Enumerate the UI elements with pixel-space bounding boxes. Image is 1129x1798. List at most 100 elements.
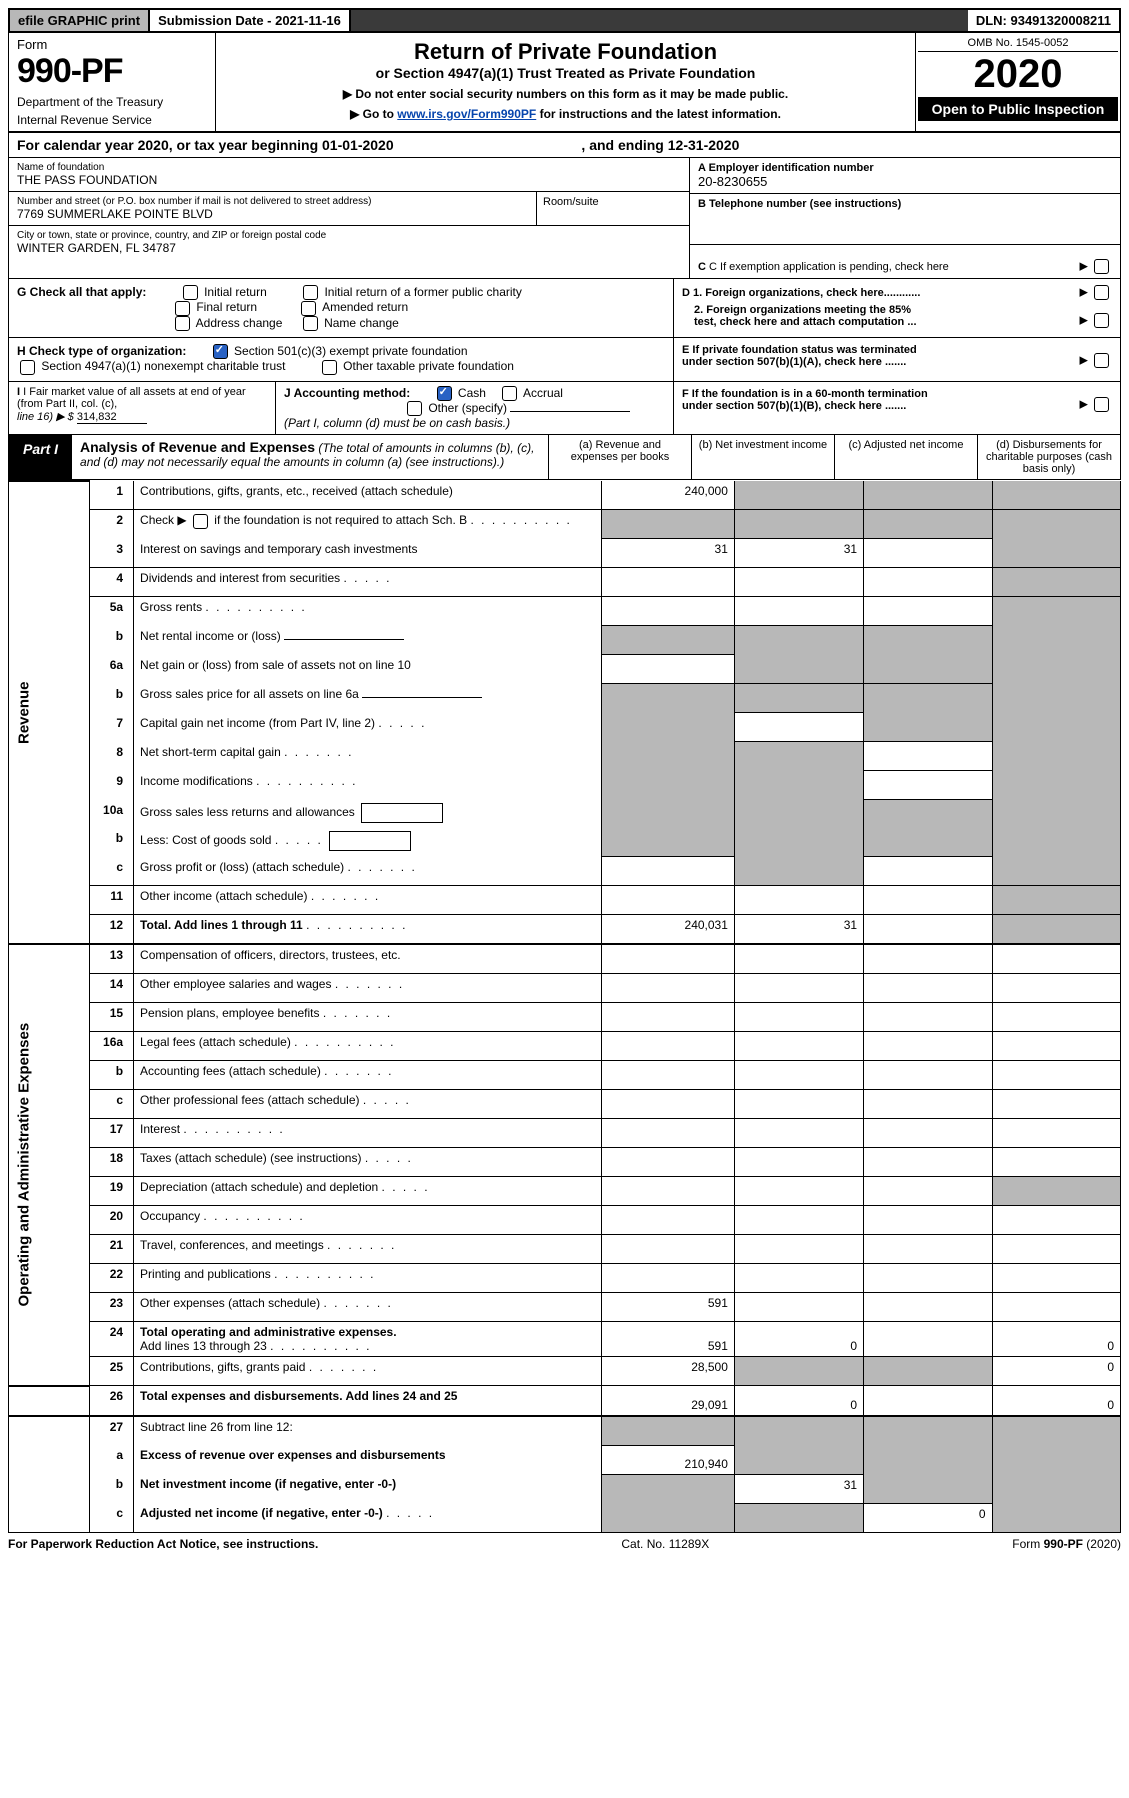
header-center: Return of Private Foundation or Section … — [216, 33, 915, 131]
header-right: OMB No. 1545-0052 2020 Open to Public In… — [915, 33, 1120, 131]
schb-checkbox[interactable] — [193, 514, 208, 529]
form-number: 990-PF — [17, 52, 207, 91]
h-label: H Check type of organization: — [17, 344, 186, 358]
line-8: Net short-term capital gain — [134, 742, 602, 771]
line-14: Other employee salaries and wages — [134, 974, 602, 1003]
col-a-header: (a) Revenue and expenses per books — [548, 435, 691, 479]
initial-return-former-checkbox[interactable] — [303, 285, 318, 300]
exemption-pending-row: C C If exemption application is pending,… — [690, 245, 1120, 278]
cash-checkbox[interactable] — [437, 386, 452, 401]
year-end: 12-31-2020 — [668, 137, 740, 153]
open-to-public: Open to Public Inspection — [918, 97, 1118, 121]
address-row: Number and street (or P.O. box number if… — [9, 192, 689, 226]
val-27c: 0 — [864, 1503, 992, 1532]
other-method-checkbox[interactable] — [407, 401, 422, 416]
room-suite: Room/suite — [536, 192, 689, 225]
c-checkbox[interactable] — [1094, 259, 1109, 274]
line-11: Other income (attach schedule) — [134, 886, 602, 915]
line-3: Interest on savings and temporary cash i… — [134, 539, 602, 568]
other-taxable-checkbox[interactable] — [322, 360, 337, 375]
year-begin: 01-01-2020 — [322, 137, 394, 153]
line-27c: Adjusted net income (if negative, enter … — [134, 1503, 602, 1532]
line-16a: Legal fees (attach schedule) — [134, 1032, 602, 1061]
line-23: Other expenses (attach schedule) — [134, 1293, 602, 1322]
val-24d: 0 — [992, 1322, 1120, 1357]
final-return-checkbox[interactable] — [175, 301, 190, 316]
topbar-spacer — [351, 10, 968, 31]
val-12b: 31 — [734, 915, 863, 945]
irs-link[interactable]: www.irs.gov/Form990PF — [397, 107, 536, 121]
ein-row: A Employer identification number 20-8230… — [690, 158, 1120, 194]
val-3b: 31 — [734, 539, 863, 568]
i-cell: I I Fair market value of all assets at e… — [9, 382, 276, 435]
4947-checkbox[interactable] — [20, 360, 35, 375]
line-16c: Other professional fees (attach schedule… — [134, 1090, 602, 1119]
line-25: Contributions, gifts, grants paid — [134, 1357, 602, 1386]
dept-irs: Internal Revenue Service — [17, 113, 207, 127]
initial-return-checkbox[interactable] — [183, 285, 198, 300]
revenue-side-label: Revenue — [9, 481, 90, 944]
opex-side-label: Operating and Administrative Expenses — [9, 944, 90, 1386]
line-19: Depreciation (attach schedule) and deple… — [134, 1177, 602, 1206]
line-4: Dividends and interest from securities — [134, 568, 602, 597]
col-b-header: (b) Net investment income — [691, 435, 834, 479]
line-7: Capital gain net income (from Part IV, l… — [134, 713, 602, 742]
footer: For Paperwork Reduction Act Notice, see … — [8, 1533, 1121, 1555]
line-20: Occupancy — [134, 1206, 602, 1235]
d1-checkbox[interactable] — [1094, 285, 1109, 300]
section-h-e: H Check type of organization: Section 50… — [8, 338, 1121, 382]
name-change-checkbox[interactable] — [303, 316, 318, 331]
line-1: Contributions, gifts, grants, etc., rece… — [134, 481, 602, 510]
ein-value: 20-8230655 — [698, 174, 767, 189]
val-3a: 31 — [602, 539, 735, 568]
col-d-header: (d) Disbursements for charitable purpose… — [977, 435, 1120, 479]
val-26d: 0 — [992, 1386, 1120, 1416]
section-ijf: I I Fair market value of all assets at e… — [8, 382, 1121, 436]
line-10a: Gross sales less returns and allowances — [134, 800, 602, 829]
val-1a: 240,000 — [602, 481, 735, 510]
line-26: Total expenses and disbursements. Add li… — [134, 1386, 602, 1416]
val-27a: 210,940 — [602, 1445, 735, 1474]
city-row: City or town, state or province, country… — [9, 226, 689, 259]
line-18: Taxes (attach schedule) (see instruction… — [134, 1148, 602, 1177]
address-change-checkbox[interactable] — [175, 316, 190, 331]
line-21: Travel, conferences, and meetings — [134, 1235, 602, 1264]
entity-block: Name of foundation THE PASS FOUNDATION N… — [8, 158, 1121, 279]
d2-checkbox[interactable] — [1094, 313, 1109, 328]
f-checkbox[interactable] — [1094, 397, 1109, 412]
accrual-checkbox[interactable] — [502, 386, 517, 401]
efile-print-button[interactable]: efile GRAPHIC print — [10, 10, 150, 31]
j-note: (Part I, column (d) must be on cash basi… — [284, 416, 510, 430]
val-26b: 0 — [734, 1386, 863, 1416]
analysis-table: Revenue 1 Contributions, gifts, grants, … — [8, 480, 1121, 1533]
501c3-checkbox[interactable] — [213, 344, 228, 359]
form-label: Form — [17, 37, 207, 52]
line-5a: Gross rents — [134, 597, 602, 626]
part1-desc: Analysis of Revenue and Expenses (The to… — [72, 435, 548, 479]
fmv-value: 314,832 — [77, 411, 147, 424]
val-23a: 591 — [602, 1293, 735, 1322]
submission-date: Submission Date - 2021-11-16 — [150, 10, 351, 31]
line-6b: Gross sales price for all assets on line… — [134, 684, 602, 713]
telephone-row: B Telephone number (see instructions) — [690, 194, 1120, 245]
line-27a: Excess of revenue over expenses and disb… — [134, 1445, 602, 1474]
dln: DLN: 93491320008211 — [968, 10, 1119, 31]
form-header: Form 990-PF Department of the Treasury I… — [8, 33, 1121, 133]
section-g-d: G Check all that apply: Initial return I… — [8, 279, 1121, 338]
e-checkbox[interactable] — [1094, 353, 1109, 368]
val-25a: 28,500 — [602, 1357, 735, 1386]
line-17: Interest — [134, 1119, 602, 1148]
g-label: G Check all that apply: — [17, 285, 146, 299]
part1-header: Part I Analysis of Revenue and Expenses … — [8, 435, 1121, 480]
val-25d: 0 — [992, 1357, 1120, 1386]
form-title: Return of Private Foundation — [226, 39, 905, 65]
line-27: Subtract line 26 from line 12: — [134, 1416, 602, 1446]
amended-return-checkbox[interactable] — [301, 301, 316, 316]
line-13: Compensation of officers, directors, tru… — [134, 944, 602, 974]
instruction-1: ▶ Do not enter social security numbers o… — [226, 87, 905, 101]
instruction-2: ▶ Go to www.irs.gov/Form990PF for instru… — [226, 107, 905, 121]
j-cell: J Accounting method: Cash Accrual Other … — [276, 382, 673, 435]
foundation-name: THE PASS FOUNDATION — [17, 173, 681, 187]
line-12: Total. Add lines 1 through 11 — [134, 915, 602, 945]
form-subtitle: or Section 4947(a)(1) Trust Treated as P… — [226, 65, 905, 81]
